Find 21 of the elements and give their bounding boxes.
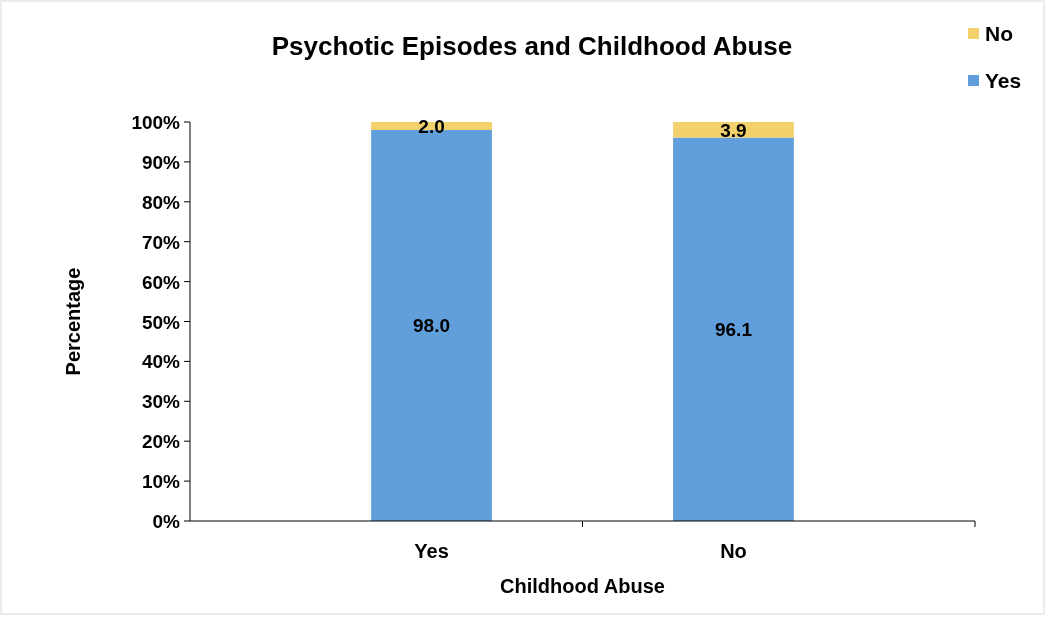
y-tick-label: 90% [141,151,181,173]
bar [673,137,794,521]
y-tick-label: 70% [141,231,181,253]
y-axis-title: Percentage [62,267,84,376]
y-tick-label: 30% [141,391,181,413]
y-tick-label: 50% [141,311,181,333]
data-label: 96.1 [714,319,753,341]
bar [673,122,794,138]
data-label: 3.9 [720,119,747,141]
y-tick-label: 10% [141,471,181,493]
y-tick-label: 20% [141,431,181,453]
legend-label: Yes [985,69,1022,92]
y-tick-label: 100% [131,112,181,133]
y-tick-label: 40% [141,351,181,373]
x-axis-title: Childhood Abuse [500,575,665,597]
chart-title: Psychotic Episodes and Childhood Abuse [271,31,793,61]
y-tick-label: 80% [141,191,181,213]
legend-label: No [985,22,1013,45]
data-label: 98.0 [413,315,451,337]
y-tick-label: 60% [141,271,181,293]
y-tick-label: 0% [152,511,181,532]
